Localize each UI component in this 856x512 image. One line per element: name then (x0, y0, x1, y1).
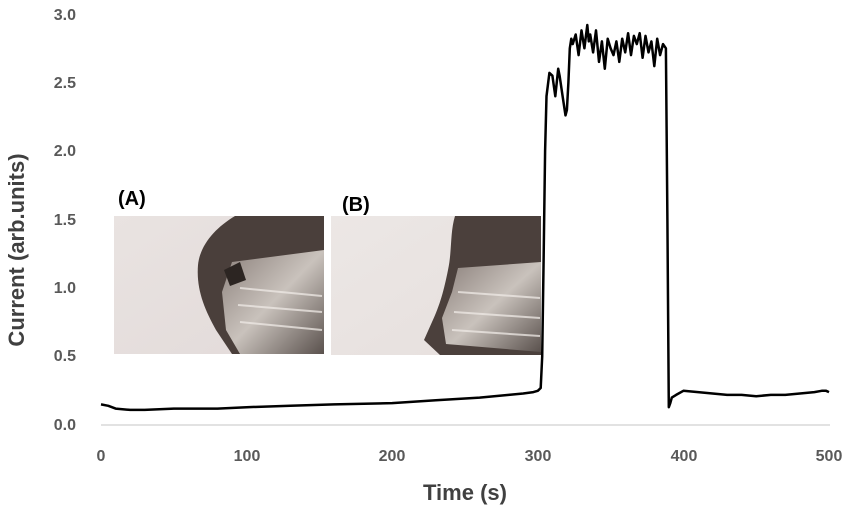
y-axis-title: Current (arb.units) (4, 153, 29, 346)
inset-image-b (331, 216, 541, 355)
x-tick-label: 500 (816, 448, 843, 465)
y-axis: 0.0 0.5 1.0 1.5 2.0 2.5 3.0 (54, 7, 76, 434)
series-line (100, 23, 830, 412)
x-tick-label: 100 (234, 448, 261, 465)
y-tick-label: 2.5 (54, 75, 76, 92)
y-tick-label: 0.0 (54, 417, 76, 434)
inset-label-a: (A) (118, 188, 146, 210)
x-tick-label: 400 (671, 448, 698, 465)
x-tick-label: 300 (525, 448, 552, 465)
y-tick-label: 1.0 (54, 280, 76, 297)
y-tick-label: 3.0 (54, 7, 76, 24)
y-tick-label: 2.0 (54, 143, 76, 160)
x-axis-title: Time (s) (423, 480, 507, 505)
x-tick-label: 200 (379, 448, 406, 465)
x-axis: 0 100 200 300 400 500 (97, 448, 843, 465)
inset-image-a (114, 216, 324, 354)
inset-label-b: (B) (342, 194, 370, 216)
y-tick-label: 0.5 (54, 348, 76, 365)
y-tick-label: 1.5 (54, 212, 76, 229)
x-tick-label: 0 (97, 448, 106, 465)
